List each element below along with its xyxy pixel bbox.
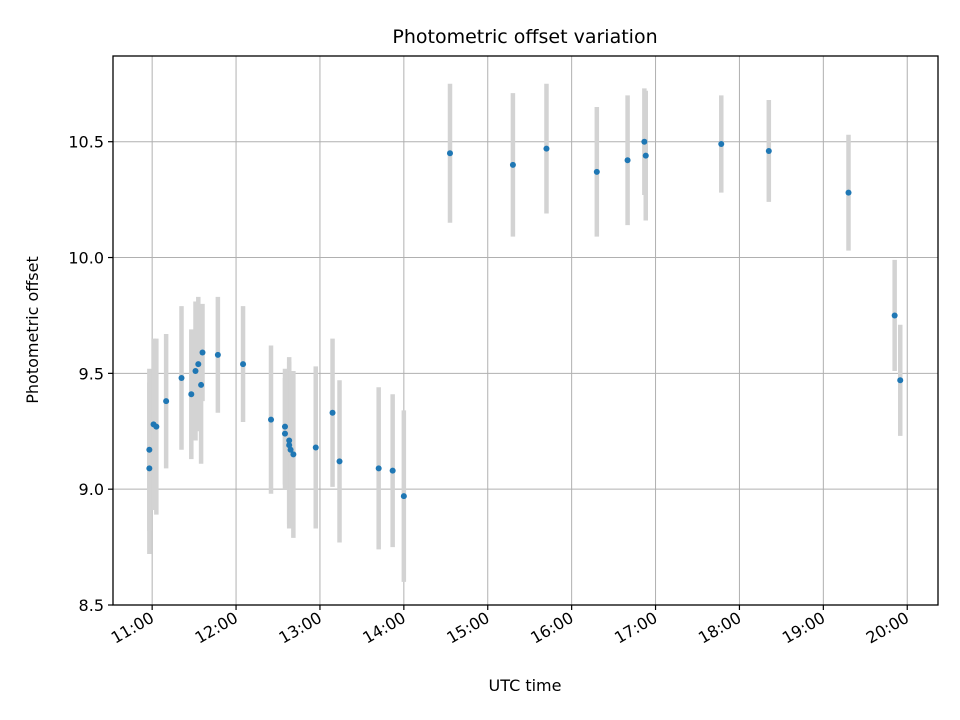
chart-title: Photometric offset variation [392,26,657,48]
data-point [389,467,396,474]
data-point [642,152,649,159]
data-point [199,349,206,356]
data-point [281,430,288,437]
data-point [446,150,453,157]
data-point [400,493,407,500]
data-point [286,437,293,444]
data-point [146,446,153,453]
data-point [718,141,725,148]
y-axis-label: Photometric offset [23,256,42,404]
y-tick-label: 10.0 [68,249,104,268]
data-point [336,458,343,465]
data-point [312,444,319,451]
data-point [240,361,247,368]
data-point [593,168,600,175]
data-points [146,138,904,500]
data-point [268,416,275,423]
data-point [178,374,185,381]
data-point [195,361,202,368]
data-point [897,377,904,384]
data-point [329,409,336,416]
data-point [375,465,382,472]
data-point [163,398,170,405]
data-point [192,368,199,375]
data-point [543,145,550,152]
data-point [153,423,160,430]
y-tick-label: 9.0 [79,480,104,499]
plot-frame [112,55,939,606]
y-axis-ticks: 8.5 9.0 9.5 10.0 10.5 [68,133,113,615]
y-tick-label: 9.5 [79,364,104,383]
x-axis-label: UTC time [489,676,562,695]
data-point [891,312,898,319]
data-point [624,157,631,164]
data-point [188,391,195,398]
data-point [641,138,648,145]
data-point [290,451,297,458]
data-point [765,147,772,154]
data-point [214,351,221,358]
y-tick-label: 10.5 [68,133,104,152]
y-tick-label: 8.5 [79,596,104,615]
data-point [845,189,852,196]
data-point [281,423,288,430]
data-point [198,381,205,388]
data-point [286,442,293,449]
data-point [146,465,153,472]
data-point [509,161,516,168]
data-point [287,446,294,453]
